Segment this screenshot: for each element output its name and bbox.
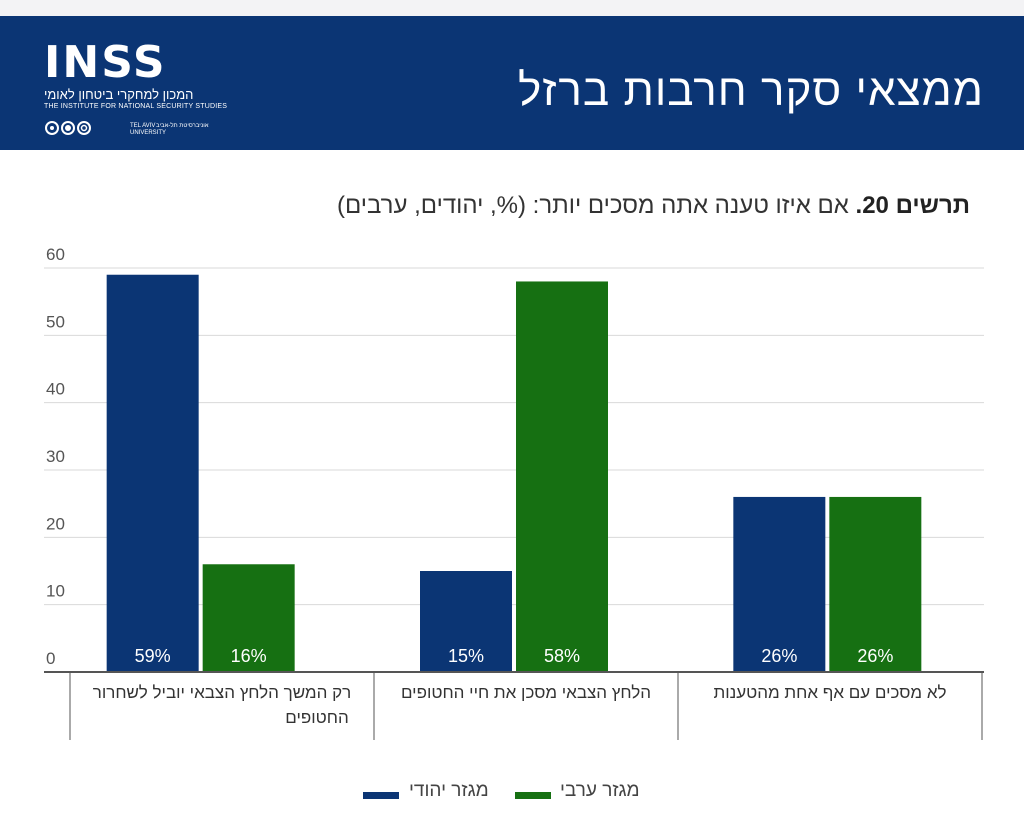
bar-data-label: 59% (135, 646, 171, 666)
bar-data-label: 15% (448, 646, 484, 666)
bar (202, 564, 295, 672)
legend-swatch-jewish (363, 792, 399, 799)
y-tick-label: 0 (46, 649, 55, 668)
legend-label-arab: מגזר ערבי (560, 780, 640, 801)
inss-logo: INSS המכון למחקרי ביטחון לאומי THE INSTI… (44, 37, 227, 150)
page-title: ממצאי סקר חרבות ברזל (517, 66, 984, 115)
y-tick-label: 40 (46, 380, 65, 399)
y-tick-label: 20 (46, 514, 65, 533)
logo-tau-hebrew: אוניברסיטת תל-אביב (156, 123, 209, 129)
bar-data-label: 16% (231, 646, 267, 666)
category-label: לא מסכים עם אף אחת מהטענות (713, 683, 946, 702)
y-tick-label: 50 (46, 312, 65, 331)
logo-hebrew-name: המכון למחקרי ביטחון לאומי (44, 87, 194, 102)
y-tick-label: 10 (46, 582, 65, 601)
bar (106, 274, 199, 672)
top-strip (0, 0, 1024, 16)
logo-tau-english: TEL AVIV UNIVERSITY (130, 123, 167, 136)
category-label: החטופים (285, 708, 348, 727)
bar-chart: 0 10 20 30 40 50 60 59% 16% 15% 58% 26% 26% רק המשך ה… (44, 245, 984, 740)
header-banner: INSS המכון למחקרי ביטחון לאומי THE INSTI… (0, 16, 1024, 150)
legend-swatch-arab (515, 792, 551, 799)
category-label: הלחץ הצבאי מסכן את חיי החטופים (401, 683, 651, 702)
bar (829, 496, 922, 672)
bar (516, 281, 608, 672)
y-tick-label: 60 (46, 245, 65, 264)
chart-title: תרשים 20. אם איזו טענה אתה מסכים יותר: (… (337, 192, 970, 220)
legend-label-jewish: מגזר יהודי (409, 780, 489, 801)
bar-data-label: 26% (761, 646, 797, 666)
bar-data-label: 58% (544, 646, 580, 666)
category-label: רק המשך הלחץ הצבאי יוביל לשחרור (93, 683, 351, 702)
chart-legend: מגזר ערבי מגזר יהודי (0, 780, 1024, 810)
logo-english-name: THE INSTITUTE FOR NATIONAL SECURITY STUD… (44, 103, 228, 110)
chart-number: תרשים 20. (855, 192, 970, 219)
bar-data-label: 26% (857, 646, 893, 666)
logo-wordmark: INSS (44, 37, 167, 88)
bar (420, 571, 512, 672)
chart-question: אם איזו טענה אתה מסכים יותר: (%, יהודים,… (337, 192, 856, 219)
y-tick-label: 30 (46, 447, 65, 466)
bar (733, 496, 826, 672)
logo-circles-icon (45, 121, 91, 135)
